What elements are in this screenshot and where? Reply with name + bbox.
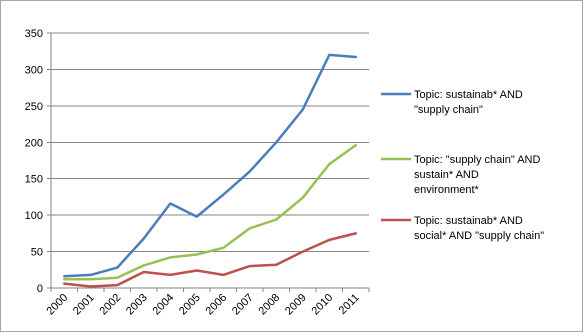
x-tick-label: 2007 xyxy=(230,292,256,318)
y-tick-label: 300 xyxy=(25,64,43,76)
y-tick-label: 100 xyxy=(25,210,43,222)
y-tick-label: 350 xyxy=(25,28,43,40)
x-tick-label: 2009 xyxy=(283,292,309,318)
series-line-2 xyxy=(63,143,358,281)
y-tick-label: 250 xyxy=(25,101,43,113)
legend-entry-1: Topic: sustainab* AND "supply chain" xyxy=(381,89,523,116)
y-tick-labels: 0 50 100 150 200 250 300 350 xyxy=(25,28,43,295)
x-tick-label: 2004 xyxy=(151,292,177,318)
x-tick-label: 2005 xyxy=(177,292,203,318)
x-tick-label: 2002 xyxy=(98,292,124,318)
series-line-3 xyxy=(63,232,358,288)
legend-label: Topic: sustainab* AND social* AND "supply… xyxy=(414,215,544,242)
y-tick-label: 150 xyxy=(25,174,43,186)
legend-label: Topic: "supply chain" AND sustain* AND env… xyxy=(414,154,540,196)
x-tick-label: 2011 xyxy=(337,292,362,317)
series-lines xyxy=(63,53,358,288)
x-tick-label: 2003 xyxy=(124,292,150,318)
x-tick-label: 2010 xyxy=(310,292,336,318)
x-tick-label: 2008 xyxy=(257,292,283,318)
gridlines xyxy=(51,32,369,253)
x-tick-labels: 2000 2001 2002 2003 2004 2005 2006 2007 2008 2009… xyxy=(45,292,362,318)
series-line-1 xyxy=(63,53,358,278)
x-tick-label: 2001 xyxy=(71,292,97,318)
x-tick-label: 2000 xyxy=(45,292,71,318)
y-tick-label: 50 xyxy=(31,247,43,259)
legend: Topic: sustainab* AND "supply chain" Topic… xyxy=(381,89,544,242)
legend-entry-3: Topic: sustainab* AND social* AND "supply… xyxy=(381,215,544,242)
x-tick-label: 2006 xyxy=(204,292,230,318)
y-tick-label: 200 xyxy=(25,137,43,149)
y-tick-label: 0 xyxy=(37,283,43,295)
axes xyxy=(47,32,370,292)
legend-entry-2: Topic: "supply chain" AND sustain* AND env… xyxy=(381,154,540,196)
legend-label: Topic: sustainab* AND "supply chain" xyxy=(414,89,523,116)
